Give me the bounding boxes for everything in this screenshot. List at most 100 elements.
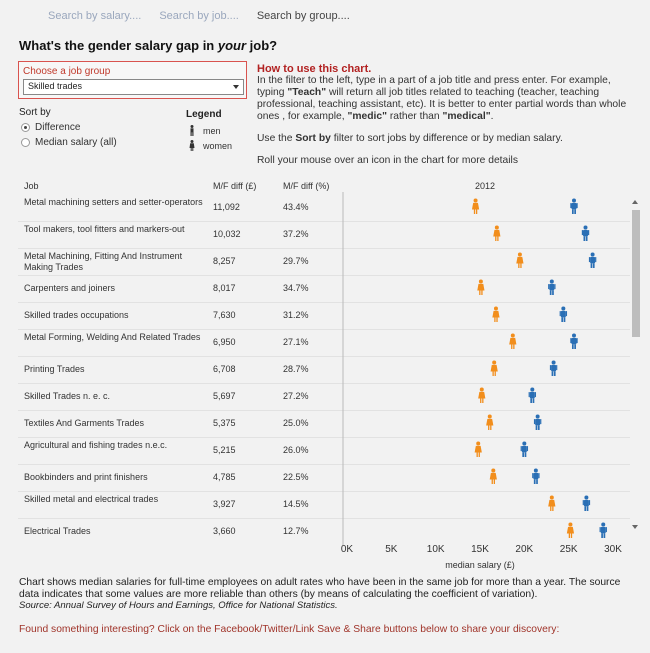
how-to-heading: How to use this chart. bbox=[257, 63, 372, 75]
diff-pct-value: 26.0% bbox=[283, 444, 309, 455]
woman-marker[interactable] bbox=[492, 306, 500, 323]
diff-gbp-value: 11,092 bbox=[213, 201, 240, 212]
diff-pct-value: 29.7% bbox=[283, 255, 309, 266]
woman-marker[interactable] bbox=[486, 414, 494, 431]
diff-pct-value: 43.4% bbox=[283, 201, 309, 212]
tab-search-by-salary[interactable]: Search by salary.... bbox=[48, 10, 142, 22]
chart-source: Source: Annual Survey of Hours and Earni… bbox=[19, 600, 338, 611]
man-marker[interactable] bbox=[559, 306, 568, 323]
search-tabs: Search by salary.... Search by job.... S… bbox=[48, 10, 368, 22]
diff-gbp-value: 10,032 bbox=[213, 228, 241, 239]
dropdown-caret-icon[interactable] bbox=[233, 85, 239, 89]
diff-gbp-value: 4,785 bbox=[213, 471, 236, 482]
how-to-paragraph-1: In the filter to the left, type in a par… bbox=[257, 75, 627, 122]
man-marker[interactable] bbox=[582, 495, 591, 512]
job-label: Printing Trades bbox=[24, 363, 85, 374]
diff-gbp-value: 3,927 bbox=[213, 498, 236, 509]
column-header-diff-pct: M/F diff (%) bbox=[283, 181, 330, 191]
woman-marker[interactable] bbox=[489, 468, 497, 485]
diff-pct-value: 25.0% bbox=[283, 417, 309, 428]
man-marker[interactable] bbox=[599, 522, 607, 539]
diff-gbp-value: 6,950 bbox=[213, 336, 236, 347]
radio-selected-icon[interactable] bbox=[21, 123, 30, 132]
job-label: Metal machining setters and setter-opera… bbox=[24, 196, 203, 207]
job-group-select[interactable]: Skilled trades bbox=[23, 79, 244, 95]
legend-women-label: women bbox=[203, 140, 233, 151]
woman-icon bbox=[189, 140, 195, 151]
column-header-job: Job bbox=[24, 181, 39, 191]
woman-marker[interactable] bbox=[493, 225, 501, 242]
woman-marker[interactable] bbox=[548, 495, 556, 512]
job-label: Carpenters and joiners bbox=[24, 282, 116, 293]
radio-unselected-icon[interactable] bbox=[21, 138, 30, 147]
row-divider bbox=[18, 329, 630, 330]
job-label: Metal Machining, Fitting And Instrument … bbox=[24, 250, 183, 272]
x-tick-label: 5K bbox=[385, 544, 398, 555]
woman-marker[interactable] bbox=[477, 279, 485, 296]
diff-gbp-value: 5,375 bbox=[213, 417, 236, 428]
man-marker[interactable] bbox=[549, 360, 558, 377]
column-header-year: 2012 bbox=[475, 181, 496, 191]
row-divider bbox=[18, 518, 630, 519]
job-group-select-value: Skilled trades bbox=[28, 81, 83, 91]
row-divider bbox=[18, 248, 630, 249]
job-label: Bookbinders and print finishers bbox=[24, 471, 148, 482]
tab-search-by-group[interactable]: Search by group.... bbox=[256, 10, 350, 22]
sort-by-title: Sort by bbox=[19, 107, 51, 118]
woman-marker[interactable] bbox=[490, 360, 498, 377]
how-to-use-panel: How to use this chart. In the filter to … bbox=[257, 63, 637, 177]
legend-men-label: men bbox=[203, 125, 221, 136]
chart-notes: Chart shows median salaries for full-tim… bbox=[19, 577, 634, 612]
legend-men: men bbox=[189, 125, 221, 136]
scroll-down-icon[interactable] bbox=[632, 525, 638, 529]
job-label: Skilled trades occupations bbox=[24, 309, 129, 320]
diff-gbp-value: 5,215 bbox=[213, 444, 236, 455]
sort-option-difference[interactable]: Difference bbox=[21, 122, 80, 133]
scrollbar-thumb[interactable] bbox=[632, 210, 640, 337]
row-divider bbox=[18, 383, 630, 384]
job-group-filter: Choose a job group Skilled trades bbox=[18, 61, 247, 99]
man-marker[interactable] bbox=[570, 333, 578, 350]
man-marker[interactable] bbox=[548, 279, 556, 296]
tab-search-by-job[interactable]: Search by job.... bbox=[159, 10, 239, 22]
man-marker[interactable] bbox=[532, 468, 540, 485]
job-label: Electrical Trades bbox=[24, 525, 91, 536]
sort-option-label: Median salary (all) bbox=[35, 137, 117, 148]
sort-option-median-salary[interactable]: Median salary (all) bbox=[21, 137, 117, 148]
diff-gbp-value: 6,708 bbox=[213, 363, 236, 374]
man-marker[interactable] bbox=[570, 198, 578, 215]
legend-title: Legend bbox=[186, 109, 222, 120]
diff-gbp-value: 8,257 bbox=[213, 255, 236, 266]
woman-marker[interactable] bbox=[516, 252, 524, 269]
job-label: Metal Forming, Welding And Related Trade… bbox=[24, 331, 201, 342]
man-icon bbox=[190, 125, 194, 136]
man-marker[interactable] bbox=[528, 387, 537, 404]
diff-pct-value: 28.7% bbox=[283, 363, 309, 374]
man-marker[interactable] bbox=[520, 441, 529, 458]
man-marker[interactable] bbox=[533, 414, 542, 431]
man-marker[interactable] bbox=[588, 252, 597, 269]
salary-scatter-plot: 0K 5K 10K 15K 20K 25K 30K median salary (£) bbox=[341, 192, 622, 570]
diff-gbp-value: 5,697 bbox=[213, 390, 236, 401]
page-title: What's the gender salary gap in your job… bbox=[19, 38, 278, 53]
scroll-up-icon[interactable] bbox=[632, 200, 638, 204]
job-label: Tool makers, tool fitters and markers-ou… bbox=[24, 223, 185, 234]
diff-pct-value: 12.7% bbox=[283, 525, 309, 536]
woman-marker[interactable] bbox=[474, 441, 482, 458]
job-label: Textiles And Garments Trades bbox=[24, 417, 145, 428]
x-tick-label: 25K bbox=[560, 544, 578, 555]
column-header-diff-gbp: M/F diff (£) bbox=[213, 181, 257, 191]
diff-pct-value: 27.2% bbox=[283, 390, 309, 401]
x-tick-label: 30K bbox=[604, 544, 622, 555]
how-to-paragraph-2: Use the Sort by filter to sort jobs by d… bbox=[257, 133, 563, 144]
man-marker[interactable] bbox=[581, 225, 590, 242]
woman-marker[interactable] bbox=[471, 198, 480, 215]
diff-gbp-value: 3,660 bbox=[213, 525, 236, 536]
diff-gbp-value: 8,017 bbox=[213, 282, 236, 293]
sort-option-label: Difference bbox=[35, 122, 81, 133]
filter-label: Choose a job group bbox=[23, 66, 111, 77]
woman-marker[interactable] bbox=[478, 387, 486, 404]
woman-marker[interactable] bbox=[509, 333, 517, 350]
woman-marker[interactable] bbox=[566, 522, 575, 539]
chart-description: Chart shows median salaries for full-tim… bbox=[19, 577, 621, 600]
